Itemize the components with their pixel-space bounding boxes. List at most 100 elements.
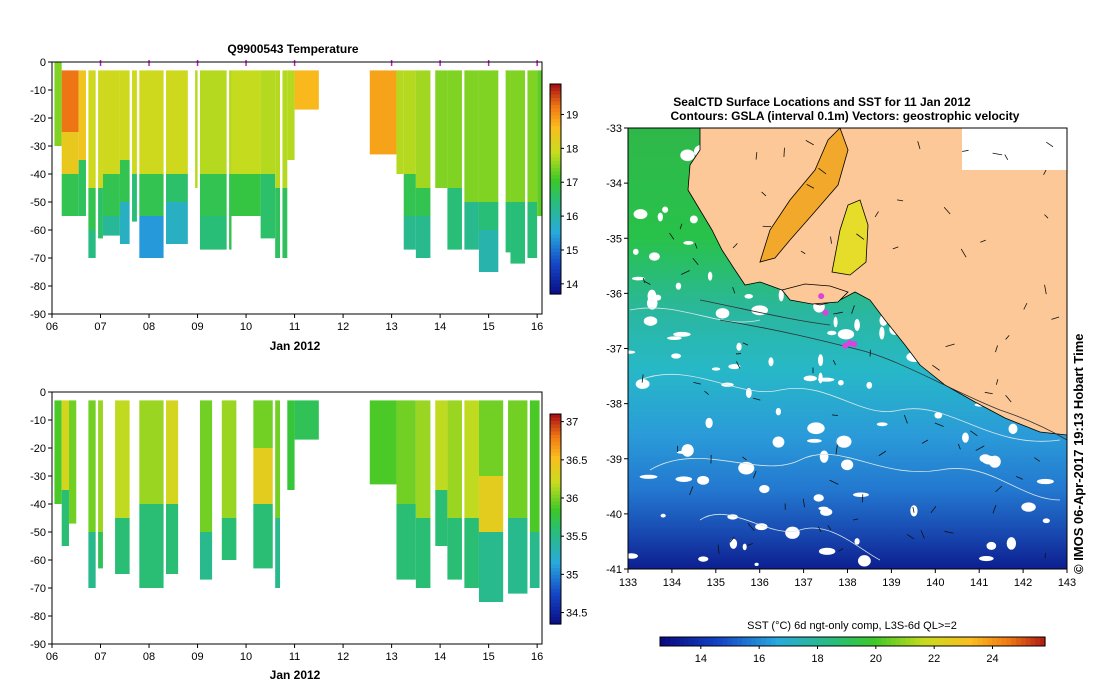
velocity-vector [920, 530, 925, 539]
lon-tick-label: 142 [1014, 577, 1032, 589]
colorbar-segment [550, 480, 561, 485]
profile-cell [529, 400, 540, 532]
profile-cell [294, 400, 319, 440]
velocity-vector [1046, 141, 1054, 148]
profile-cell [527, 70, 538, 203]
colorbar-segment [550, 571, 561, 576]
colorbar-segment [550, 224, 561, 229]
velocity-vector [817, 526, 822, 533]
profile-cell [508, 518, 528, 594]
colorbar-segment [669, 637, 676, 646]
profile-cell [403, 174, 416, 216]
velocity-vector [975, 445, 985, 451]
colorbar-segment [963, 637, 969, 646]
colorbar-segment [550, 477, 561, 482]
colorbar-segment [550, 129, 561, 134]
profile-cell [403, 216, 416, 250]
profile-cell [508, 400, 528, 518]
profile-cell [54, 400, 62, 504]
profile-cell [88, 532, 96, 588]
velocity-vector [742, 456, 747, 461]
x-tick-label: 07 [94, 321, 106, 333]
colorbar-tick-label: 20 [870, 653, 882, 665]
profile-cell [275, 188, 281, 258]
profile-cell [68, 400, 77, 524]
lon-tick-label: 133 [619, 577, 637, 589]
cloud-gap [697, 475, 710, 485]
colorbar-segment [550, 505, 561, 510]
cloud-gap [803, 375, 817, 382]
y-tick-label: -60 [30, 225, 46, 237]
colorbar-segment [550, 550, 561, 555]
temperature-axes: 06 07 08 09 10 11 12 13 14 15 16 0 -10 -20 -30 -40 -50 -6… [30, 57, 543, 333]
colorbar-segment [977, 637, 984, 646]
x-tick-label: 11 [289, 651, 300, 663]
cloud-gap [818, 547, 836, 555]
velocity-vector [1044, 284, 1047, 295]
velocity-vector [642, 277, 646, 284]
colorbar-segment [550, 463, 561, 468]
colorbar-segment [550, 428, 561, 433]
cloud-gap [1021, 502, 1036, 512]
velocity-vector [732, 286, 736, 294]
velocity-vector [1005, 335, 1010, 340]
colorbar-segment [780, 637, 786, 646]
velocity-vector [729, 536, 735, 543]
cloud-gap [738, 461, 755, 475]
colorbar-segment [550, 245, 561, 250]
temperature-panel: Q9900543 Temperature 06 07 08 09 10 11 12 13 14 1… [30, 42, 578, 353]
x-tick-label: 15 [483, 321, 495, 333]
colorbar-segment [550, 147, 561, 152]
colorbar-segment [550, 578, 561, 583]
profile-cell [229, 70, 232, 174]
colorbar-tick-label: 18 [566, 143, 578, 155]
cloud-gap [854, 318, 860, 331]
cloud-gap [673, 331, 691, 337]
y-tick-label: -70 [30, 583, 46, 595]
profile-cell [253, 448, 273, 504]
salinity-plot-frame [51, 391, 543, 645]
colorbar-segment [550, 445, 561, 450]
velocity-vector [962, 149, 969, 152]
cloud-gap [833, 316, 838, 328]
colorbar-segment [550, 217, 561, 222]
colorbar-tick-label: 35 [566, 569, 578, 581]
colorbar-segment [550, 431, 561, 436]
x-tick-label: 15 [483, 651, 495, 663]
profile-cell [199, 70, 227, 174]
profile-cell [102, 174, 120, 216]
cloud-gap [675, 282, 682, 290]
velocity-vector [992, 152, 1003, 156]
colorbar-segment [550, 438, 561, 443]
cloud-gap [979, 556, 994, 562]
profile-cell [478, 476, 504, 532]
colorbar-segment [550, 543, 561, 548]
colorbar-segment [550, 484, 561, 489]
profile-cell [415, 216, 431, 258]
colorbar-segment [550, 175, 561, 180]
profile-cell [282, 188, 288, 258]
colorbar-segment [550, 283, 561, 288]
colorbar-tick-label: 35.5 [566, 531, 587, 543]
colorbar-segment [550, 620, 561, 625]
y-tick-label: -10 [30, 415, 46, 427]
y-tick-label: -60 [30, 555, 46, 567]
colorbar-segment [550, 206, 561, 211]
kangaroo-island [781, 283, 849, 305]
profile-cell [199, 532, 213, 580]
profile-cell [102, 216, 120, 236]
colorbar-segment [838, 637, 844, 646]
colorbar-segment [895, 637, 902, 646]
velocity-vector [838, 548, 844, 552]
y-tick-label: -40 [30, 499, 46, 511]
colorbar-segment [761, 637, 767, 646]
lat-tick-label: -36 [606, 288, 622, 300]
colorbar-segment [550, 564, 561, 569]
colorbar-segment [1040, 637, 1046, 646]
cloud-gap [827, 330, 837, 336]
colorbar-tick-label: 37 [566, 417, 578, 429]
cloud-gap [639, 474, 658, 479]
profile-cell [396, 400, 416, 504]
cloud-gap [854, 538, 860, 545]
colorbar-segment [550, 98, 561, 103]
